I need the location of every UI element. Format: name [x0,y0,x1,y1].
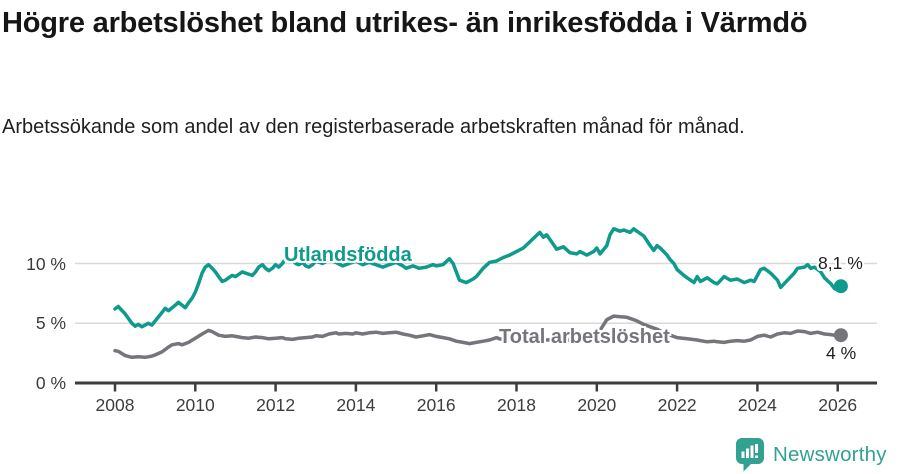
x-axis-label-2014: 2014 [336,395,376,415]
annotation-total-last-value: 4 % [826,343,857,363]
x-axis-label-2022: 2022 [657,395,697,415]
x-axis-label-2026: 2026 [818,395,858,415]
y-axis-label-10: 10 % [26,253,66,274]
x-axis-label-2008: 2008 [95,395,135,415]
x-axis-label-2024: 2024 [737,395,777,415]
chart-subtitle: Arbetssökande som andel av den registerb… [2,116,745,138]
x-axis-label-2010: 2010 [175,395,215,415]
series-label-utlandsfodda: Utlandsfödda [284,244,412,266]
annotation-utlandsfodda-last-value: 8,1 % [818,253,863,273]
series-endpoint-total [833,328,848,343]
y-axis-label-0: 0 % [35,373,66,393]
series-label-total-arbetsloshet: Total arbetslöshet [499,326,670,348]
series-line-total [113,314,843,360]
x-axis-label-2018: 2018 [497,395,536,415]
newsworthy-bubble-chart-icon [736,438,764,472]
x-axis-label-2016: 2016 [416,395,456,415]
newsworthy-wordmark: Newsworthy [773,442,887,466]
y-axis-label-5: 5 % [35,313,66,334]
x-axis-label-2020: 2020 [577,395,617,415]
series-endpoint-utlandsfodda [833,279,848,294]
chart-title: Högre arbetslöshet bland utrikes- än inr… [2,7,808,39]
series-line-utlandsfodda [113,227,843,329]
newsworthy-logo: Newsworthy [735,437,887,472]
x-axis-label-2012: 2012 [256,395,296,415]
